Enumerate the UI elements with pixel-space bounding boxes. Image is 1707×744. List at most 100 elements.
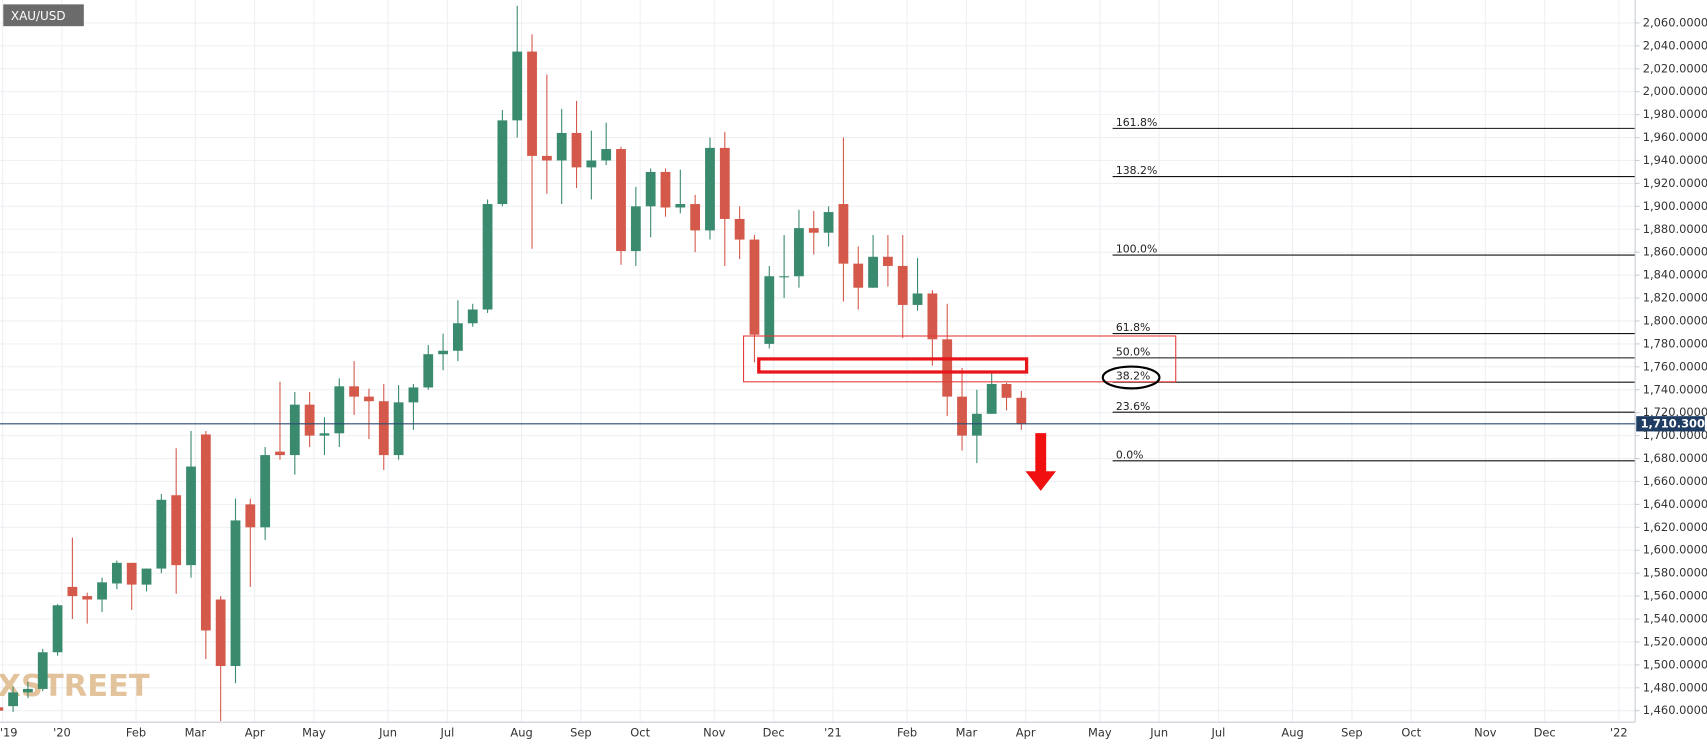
x-tick-label: '19 bbox=[0, 726, 18, 740]
y-tick-label: 1,780.0000 bbox=[1643, 336, 1707, 350]
candle-body bbox=[230, 520, 241, 667]
y-tick-label: 1,840.0000 bbox=[1643, 268, 1707, 282]
y-tick-label: 2,020.0000 bbox=[1643, 61, 1707, 75]
candle-body bbox=[141, 568, 152, 585]
candle-body bbox=[823, 212, 834, 233]
x-tick-label: Jul bbox=[1211, 726, 1226, 740]
candle-body bbox=[957, 396, 967, 436]
y-tick-label: 2,000.0000 bbox=[1643, 84, 1707, 98]
candle-body bbox=[260, 455, 271, 528]
x-tick-label: Dec bbox=[763, 726, 785, 740]
y-tick-label: 1,660.0000 bbox=[1643, 474, 1707, 488]
y-tick-label: 1,640.0000 bbox=[1643, 497, 1707, 511]
y-tick-label: 1,860.0000 bbox=[1643, 245, 1707, 259]
candle-body bbox=[808, 228, 819, 233]
x-tick-label: Oct bbox=[630, 726, 650, 740]
x-tick-label: Apr bbox=[1016, 726, 1036, 740]
y-tick-label: 1,520.0000 bbox=[1643, 634, 1707, 648]
candle-body bbox=[275, 451, 285, 456]
candle-body bbox=[764, 276, 775, 344]
candle-body bbox=[126, 562, 137, 585]
candle-body bbox=[453, 323, 463, 351]
down-arrow bbox=[1025, 433, 1056, 491]
candle-body bbox=[423, 354, 434, 388]
candle-body bbox=[82, 596, 93, 600]
fib-label: 100.0% bbox=[1116, 243, 1157, 256]
x-tick-label: Jun bbox=[1149, 726, 1168, 740]
y-tick-label: 1,720.0000 bbox=[1643, 405, 1707, 419]
fib-label: 50.0% bbox=[1116, 345, 1151, 358]
fib-label: 38.2% bbox=[1116, 370, 1151, 383]
symbol-box bbox=[3, 4, 84, 27]
x-tick-label: Mar bbox=[185, 726, 207, 740]
candle-body bbox=[675, 204, 686, 208]
x-tick-label: '22 bbox=[1610, 726, 1628, 740]
candle-body bbox=[971, 413, 982, 436]
candle-body bbox=[245, 504, 256, 528]
y-tick-label: 1,760.0000 bbox=[1643, 359, 1707, 373]
candle-body bbox=[408, 387, 419, 403]
candle-body bbox=[883, 256, 893, 266]
candle-body bbox=[52, 605, 63, 653]
zone-box bbox=[743, 335, 1177, 383]
candle-body bbox=[319, 433, 330, 436]
x-tick-label: Jul bbox=[440, 726, 455, 740]
y-tick-label: 1,880.0000 bbox=[1643, 222, 1707, 236]
y-tick-label: 1,920.0000 bbox=[1643, 176, 1707, 190]
y-tick-label: 2,040.0000 bbox=[1643, 38, 1707, 52]
candle-body bbox=[868, 256, 878, 288]
candle-body bbox=[734, 218, 745, 240]
candle-body bbox=[438, 350, 448, 355]
candle-body bbox=[349, 386, 360, 397]
candle-body bbox=[630, 206, 641, 252]
candle-body bbox=[67, 586, 78, 597]
y-tick-label: 1,620.0000 bbox=[1643, 520, 1707, 534]
fib-label: 138.2% bbox=[1116, 164, 1157, 177]
candle-body bbox=[927, 293, 938, 340]
x-tick-label: Mar bbox=[956, 726, 978, 740]
candle-body bbox=[8, 692, 18, 707]
last-price-box bbox=[1636, 416, 1705, 432]
candle-body bbox=[853, 263, 864, 288]
y-tick-label: 1,800.0000 bbox=[1643, 313, 1707, 327]
candle-body bbox=[378, 401, 389, 456]
y-tick-label: 1,600.0000 bbox=[1643, 543, 1707, 557]
candle-body bbox=[690, 204, 701, 231]
x-tick-label: Feb bbox=[126, 726, 146, 740]
y-tick-label: 1,700.0000 bbox=[1643, 428, 1707, 442]
candle-body bbox=[527, 51, 537, 156]
candle-body bbox=[364, 396, 374, 402]
fib-label: 0.0% bbox=[1116, 448, 1144, 461]
y-tick-label: 1,560.0000 bbox=[1643, 589, 1707, 603]
candle-body bbox=[838, 204, 849, 264]
symbol: XAU/USD bbox=[11, 9, 66, 23]
candle-body bbox=[171, 495, 182, 566]
candle-body bbox=[1016, 397, 1027, 425]
candle-body bbox=[289, 404, 300, 456]
candle-body bbox=[482, 204, 493, 310]
x-tick-label: Apr bbox=[245, 726, 265, 740]
x-tick-label: Aug bbox=[1281, 726, 1303, 740]
y-tick-label: 1,820.0000 bbox=[1643, 291, 1707, 305]
highlight-ellipse bbox=[1101, 365, 1161, 390]
y-tick-label: 1,460.0000 bbox=[1643, 703, 1707, 717]
candle-body bbox=[186, 466, 196, 566]
candle-body bbox=[467, 309, 478, 324]
x-tick-label: Sep bbox=[570, 726, 592, 740]
candle-body bbox=[986, 384, 997, 414]
candle-body bbox=[571, 132, 582, 168]
y-tick-label: 1,980.0000 bbox=[1643, 107, 1707, 121]
candle-body bbox=[794, 228, 804, 277]
candle-body bbox=[393, 402, 404, 456]
x-tick-label: Oct bbox=[1401, 726, 1421, 740]
candle-body bbox=[912, 293, 923, 305]
candle-body bbox=[586, 160, 597, 168]
candle-body bbox=[942, 339, 953, 397]
candle-body bbox=[779, 276, 790, 278]
candle-body bbox=[601, 149, 612, 161]
candle-body bbox=[37, 652, 48, 689]
candle-body bbox=[156, 499, 167, 569]
candle-body bbox=[23, 688, 33, 693]
fib-label: 61.8% bbox=[1116, 321, 1151, 334]
